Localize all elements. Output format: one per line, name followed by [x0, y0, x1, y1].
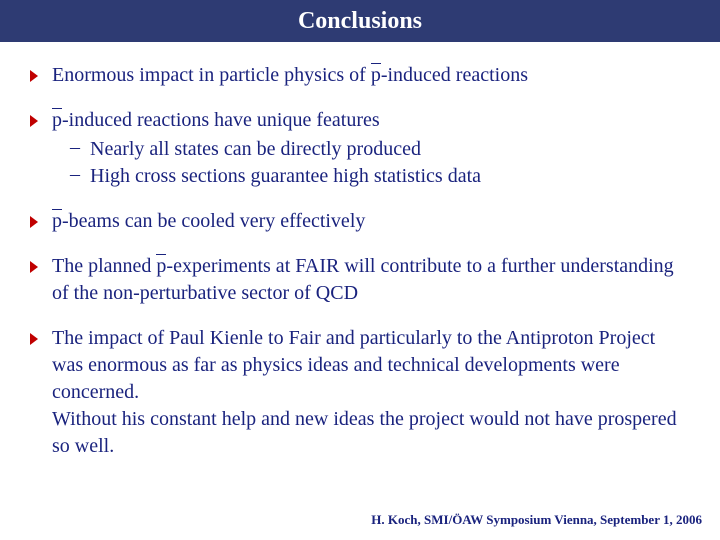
bullet-body: The impact of Paul Kienle to Fair and pa…: [52, 325, 690, 460]
bullet-text: The planned p-experiments at FAIR will c…: [52, 253, 690, 307]
bullet-triangle-icon: [30, 114, 38, 132]
title-bar: Conclusions: [0, 0, 720, 42]
bullet-body: p-induced reactions have unique features…: [52, 107, 481, 190]
bullet-body: p-beams can be cooled very effectively: [52, 208, 365, 235]
bullet-item: p-beams can be cooled very effectively: [30, 208, 690, 235]
sub-dash-icon: –: [70, 136, 80, 159]
bullet-triangle-icon: [30, 260, 38, 278]
sub-list: –Nearly all states can be directly produ…: [52, 136, 481, 190]
sub-text: High cross sections guarantee high stati…: [90, 163, 481, 190]
sub-dash-icon: –: [70, 163, 80, 186]
bullet-text: The impact of Paul Kienle to Fair and pa…: [52, 325, 690, 460]
sub-item: –Nearly all states can be directly produ…: [70, 136, 481, 163]
bullet-item: The impact of Paul Kienle to Fair and pa…: [30, 325, 690, 460]
content-area: Enormous impact in particle physics of p…: [0, 42, 720, 460]
bullet-triangle-icon: [30, 215, 38, 233]
bullet-item: p-induced reactions have unique features…: [30, 107, 690, 190]
footer-text: H. Koch, SMI/ÖAW Symposium Vienna, Septe…: [371, 512, 702, 528]
bullet-text: p-induced reactions have unique features: [52, 107, 481, 134]
bullet-body: The planned p-experiments at FAIR will c…: [52, 253, 690, 307]
sub-item: –High cross sections guarantee high stat…: [70, 163, 481, 190]
sub-text: Nearly all states can be directly produc…: [90, 136, 421, 163]
bullet-body: Enormous impact in particle physics of p…: [52, 62, 528, 89]
bullet-text: p-beams can be cooled very effectively: [52, 208, 365, 235]
bullet-triangle-icon: [30, 69, 38, 87]
bullet-item: Enormous impact in particle physics of p…: [30, 62, 690, 89]
slide-title: Conclusions: [298, 8, 422, 35]
bullet-triangle-icon: [30, 332, 38, 350]
bullet-item: The planned p-experiments at FAIR will c…: [30, 253, 690, 307]
bullet-text: Enormous impact in particle physics of p…: [52, 62, 528, 89]
